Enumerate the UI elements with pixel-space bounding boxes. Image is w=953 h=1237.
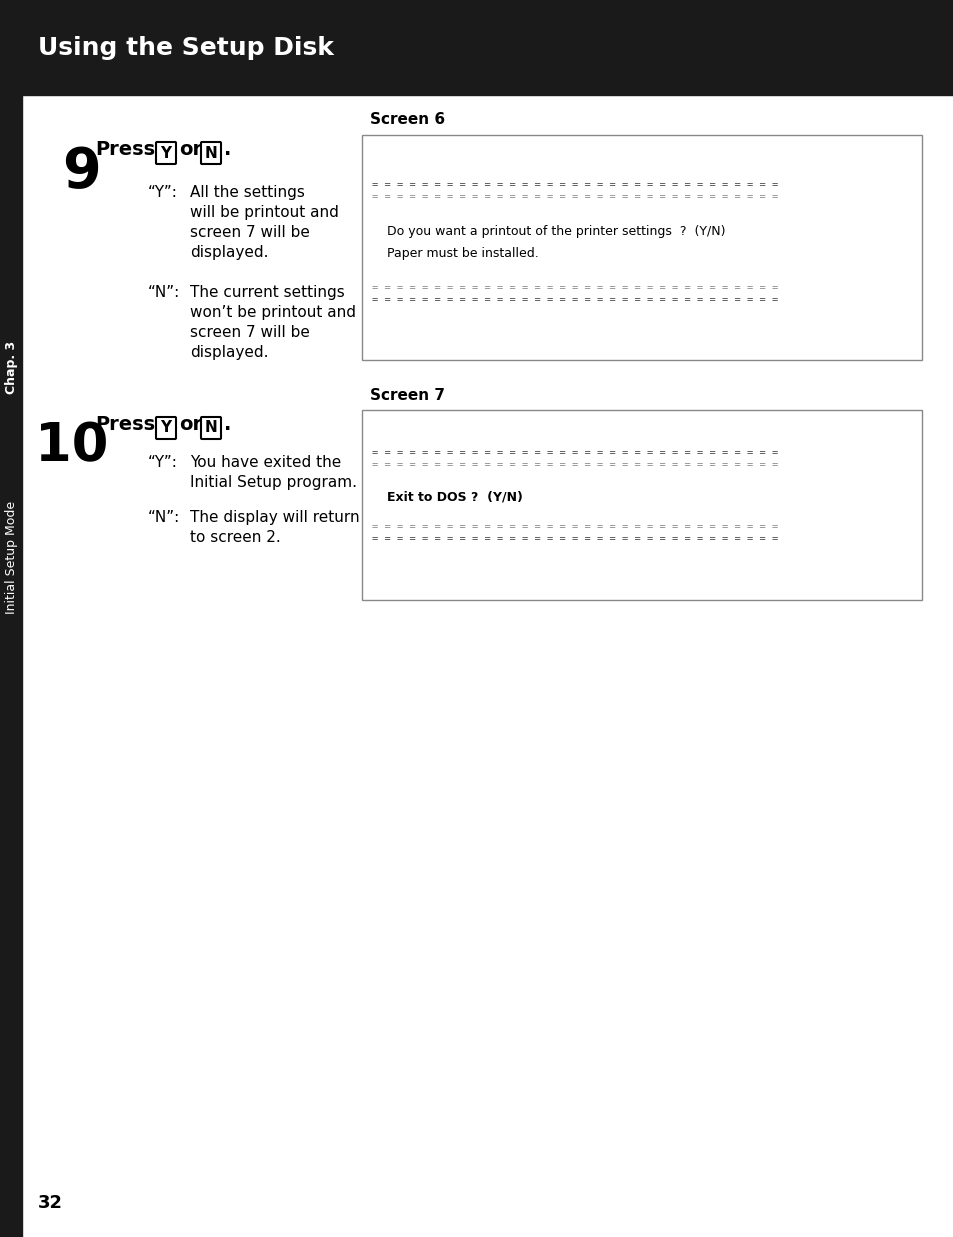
Text: The current settings: The current settings bbox=[190, 285, 344, 301]
Text: = = = = = = = = = = = = = = = = = = = = = = = = = = = = = = = = =: = = = = = = = = = = = = = = = = = = = = … bbox=[372, 283, 778, 293]
Text: won’t be printout and: won’t be printout and bbox=[190, 306, 355, 320]
Text: Initial Setup Mode: Initial Setup Mode bbox=[5, 501, 17, 614]
Text: = = = = = = = = = = = = = = = = = = = = = = = = = = = = = = = = =: = = = = = = = = = = = = = = = = = = = = … bbox=[372, 522, 778, 532]
Text: = = = = = = = = = = = = = = = = = = = = = = = = = = = = = = = = =: = = = = = = = = = = = = = = = = = = = = … bbox=[372, 534, 778, 544]
Text: displayed.: displayed. bbox=[190, 345, 268, 360]
Text: Exit to DOS ?  (Y/N): Exit to DOS ? (Y/N) bbox=[387, 490, 522, 503]
Text: 32: 32 bbox=[38, 1194, 63, 1212]
Text: 9: 9 bbox=[62, 145, 100, 199]
FancyBboxPatch shape bbox=[156, 142, 175, 165]
Text: All the settings: All the settings bbox=[190, 186, 305, 200]
Text: = = = = = = = = = = = = = = = = = = = = = = = = = = = = = = = = =: = = = = = = = = = = = = = = = = = = = = … bbox=[372, 448, 778, 458]
Text: or: or bbox=[179, 414, 202, 434]
Text: N: N bbox=[204, 421, 217, 435]
FancyBboxPatch shape bbox=[201, 142, 221, 165]
Text: displayed.: displayed. bbox=[190, 245, 268, 260]
Text: Using the Setup Disk: Using the Setup Disk bbox=[38, 36, 334, 61]
Text: 10: 10 bbox=[35, 421, 109, 473]
Text: “Y”:: “Y”: bbox=[148, 186, 177, 200]
Text: .: . bbox=[224, 414, 232, 434]
Text: screen 7 will be: screen 7 will be bbox=[190, 225, 310, 240]
Text: = = = = = = = = = = = = = = = = = = = = = = = = = = = = = = = = =: = = = = = = = = = = = = = = = = = = = = … bbox=[372, 460, 778, 470]
Text: “Y”:: “Y”: bbox=[148, 455, 177, 470]
Text: Y: Y bbox=[160, 421, 172, 435]
Bar bbox=[0, 0, 953, 95]
Text: Screen 6: Screen 6 bbox=[370, 113, 445, 127]
Text: or: or bbox=[179, 140, 202, 160]
Text: screen 7 will be: screen 7 will be bbox=[190, 325, 310, 340]
Text: = = = = = = = = = = = = = = = = = = = = = = = = = = = = = = = = =: = = = = = = = = = = = = = = = = = = = = … bbox=[372, 192, 778, 202]
Text: Chap. 3: Chap. 3 bbox=[5, 340, 17, 393]
Text: Press: Press bbox=[95, 414, 155, 434]
Text: Initial Setup program.: Initial Setup program. bbox=[190, 475, 356, 490]
Text: = = = = = = = = = = = = = = = = = = = = = = = = = = = = = = = = =: = = = = = = = = = = = = = = = = = = = = … bbox=[372, 294, 778, 306]
Bar bbox=[361, 135, 921, 360]
Text: Y: Y bbox=[160, 146, 172, 161]
Text: = = = = = = = = = = = = = = = = = = = = = = = = = = = = = = = = =: = = = = = = = = = = = = = = = = = = = = … bbox=[372, 181, 778, 190]
Text: to screen 2.: to screen 2. bbox=[190, 529, 280, 546]
Text: Paper must be installed.: Paper must be installed. bbox=[387, 247, 538, 260]
FancyBboxPatch shape bbox=[201, 417, 221, 439]
Text: N: N bbox=[204, 146, 217, 161]
Bar bbox=[0, 95, 22, 1237]
Text: “N”:: “N”: bbox=[148, 285, 180, 301]
Text: Press: Press bbox=[95, 140, 155, 160]
Text: You have exited the: You have exited the bbox=[190, 455, 341, 470]
Text: will be printout and: will be printout and bbox=[190, 205, 338, 220]
Text: “N”:: “N”: bbox=[148, 510, 180, 524]
Text: Screen 7: Screen 7 bbox=[370, 388, 444, 403]
Text: The display will return: The display will return bbox=[190, 510, 359, 524]
Text: Do you want a printout of the printer settings  ?  (Y/N): Do you want a printout of the printer se… bbox=[387, 225, 724, 238]
FancyBboxPatch shape bbox=[156, 417, 175, 439]
Text: .: . bbox=[224, 140, 232, 160]
Bar bbox=[361, 409, 921, 600]
